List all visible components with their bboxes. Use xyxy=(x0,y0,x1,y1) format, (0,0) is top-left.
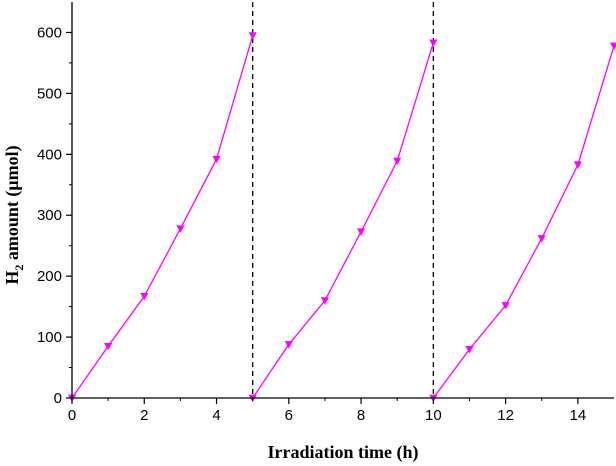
data-point-cycle-2-3 xyxy=(356,228,366,236)
data-point-cycle-1-2 xyxy=(140,292,149,301)
y-axis-title-prefix: H xyxy=(2,271,22,285)
y-tick-label-600: 600 xyxy=(37,24,62,41)
data-point-cycle-3-4 xyxy=(573,161,582,169)
x-tick-label-2: 2 xyxy=(140,407,148,424)
y-tick-label-200: 200 xyxy=(37,268,62,285)
x-tick-label-12: 12 xyxy=(497,407,514,424)
data-point-cycle-2-5 xyxy=(429,39,438,47)
data-point-cycle-2-1 xyxy=(284,341,293,349)
x-tick-label-0: 0 xyxy=(68,407,76,424)
data-point-cycle-3-1 xyxy=(465,345,474,354)
y-tick-label-300: 300 xyxy=(37,207,62,224)
plot-area xyxy=(67,2,616,403)
data-point-cycle-1-4 xyxy=(212,155,221,164)
series-line-cycle-1 xyxy=(71,35,254,399)
x-tick-label-4: 4 xyxy=(212,407,220,424)
data-point-cycle-2-2 xyxy=(320,297,330,305)
y-tick-label-0: 0 xyxy=(54,390,62,407)
y-axis-title-suffix: amount (μmol) xyxy=(2,145,23,264)
y-axis-title-subscript: 2 xyxy=(12,265,26,271)
series-line-cycle-3 xyxy=(432,45,615,399)
data-point-cycle-3-3 xyxy=(537,235,546,243)
x-tick-label-14: 14 xyxy=(570,407,587,424)
data-point-cycle-1-3 xyxy=(176,225,185,233)
y-tick-label-400: 400 xyxy=(37,146,62,163)
axes: 0 2 4 6 8 10 12 14 0 100 200 300 400 500 600 xyxy=(37,2,614,424)
x-tick-label-6: 6 xyxy=(285,407,293,424)
series-line-cycle-2 xyxy=(252,42,434,399)
x-axis-title: Irradiation time (h) xyxy=(268,442,419,463)
y-tick-label-100: 100 xyxy=(37,329,62,346)
data-point-cycle-1-5 xyxy=(248,32,257,40)
data-point-cycle-2-4 xyxy=(393,157,402,166)
y-axis-title: H2 amount (μmol) xyxy=(2,145,26,284)
x-tick-label-10: 10 xyxy=(425,407,442,424)
data-point-cycle-1-1 xyxy=(104,342,113,351)
y-tick-label-500: 500 xyxy=(37,85,62,102)
data-point-cycle-3-2 xyxy=(501,302,510,310)
data-point-cycle-3-5 xyxy=(609,42,616,50)
x-tick-label-8: 8 xyxy=(357,407,365,424)
